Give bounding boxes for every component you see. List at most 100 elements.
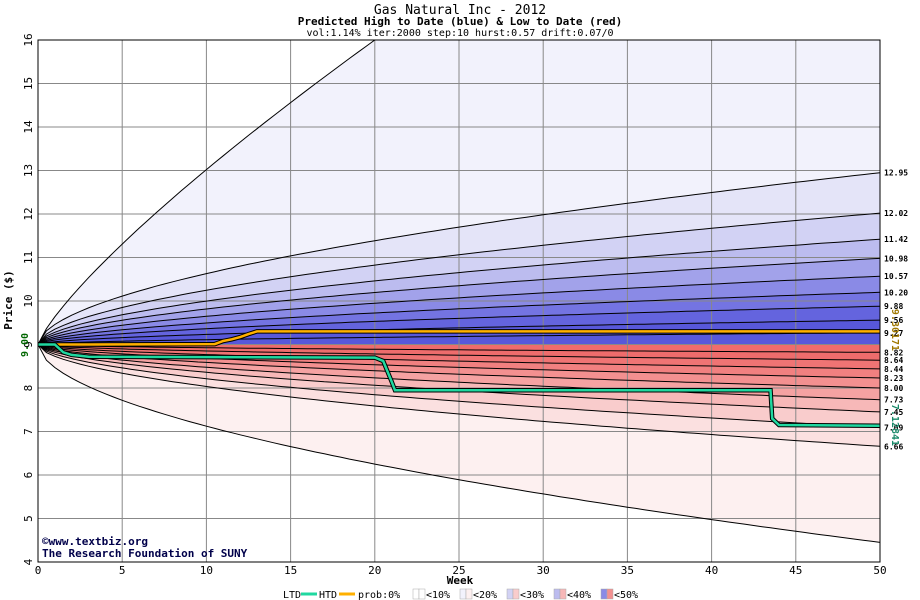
legend-swatch-blue xyxy=(459,588,467,600)
level-labels: 9.27 9.56 9.88 10.20 10.57 10.98 11.42 12.02 12.… xyxy=(884,169,908,452)
lower-level-label: 8.23 xyxy=(884,374,903,383)
credit-website: ©www.textbiz.org xyxy=(42,535,148,548)
lower-level-label: 7.45 xyxy=(884,408,903,417)
contour-line xyxy=(37,305,881,345)
y-tick-label: 16 xyxy=(22,33,35,46)
x-tick-label: 5 xyxy=(119,564,126,577)
upper-level-label: 10.98 xyxy=(884,254,908,263)
upper-level-label: 10.20 xyxy=(884,288,908,297)
start-price-label: 9.00 xyxy=(20,333,31,357)
legend-swatch-red xyxy=(512,588,520,600)
x-tick-label: 0 xyxy=(35,564,42,577)
x-tick-label: 45 xyxy=(789,564,802,577)
x-tick-label: 30 xyxy=(537,564,550,577)
lower-band xyxy=(38,344,880,412)
lower-level-label: 6.66 xyxy=(884,442,903,451)
legend-swatch-red xyxy=(559,588,567,600)
legend-label: LTD xyxy=(283,590,301,600)
contour-line xyxy=(37,319,881,345)
legend-swatch-blue xyxy=(600,588,608,600)
simulation-params: vol:1.14% iter:2000 step:10 hurst:0.57 d… xyxy=(306,28,613,39)
htd-final-label: 9.30171 xyxy=(889,309,900,351)
legend-label: <40% xyxy=(567,590,591,600)
y-tick-label: 14 xyxy=(22,120,35,134)
y-tick-label: 7 xyxy=(22,428,35,435)
y-tick-label: 6 xyxy=(22,472,35,479)
x-tick-label: 20 xyxy=(368,564,381,577)
contour-line xyxy=(37,344,881,543)
legend-label: <30% xyxy=(520,590,544,600)
lower-band xyxy=(38,344,880,400)
lower-level-label: 8.64 xyxy=(884,356,903,365)
lower-level-label: 8.00 xyxy=(884,384,903,393)
upper-band xyxy=(38,258,880,345)
plot-frame xyxy=(37,39,881,563)
x-tick-label: 25 xyxy=(452,564,465,577)
ltd-final-label: 7.12841 xyxy=(889,404,900,446)
y-axis-label: Price ($) xyxy=(2,270,15,330)
legend-swatch-red xyxy=(465,588,473,600)
legend-swatch-blue xyxy=(553,588,561,600)
legend-swatch-red xyxy=(418,588,426,600)
chart-title: Gas Natural Inc - 2012 xyxy=(374,3,546,18)
contour-line xyxy=(37,344,881,370)
upper-level-label: 10.57 xyxy=(884,272,908,281)
lower-level-label: 8.44 xyxy=(884,365,903,374)
contour-line xyxy=(37,344,880,353)
legend-label: <50% xyxy=(614,590,638,600)
upper-band xyxy=(38,172,880,345)
series-lines xyxy=(37,39,881,543)
x-tick-label: 40 xyxy=(705,564,718,577)
upper-level-label: 9.88 xyxy=(884,302,903,311)
credit-organization: The Research Foundation of SUNY xyxy=(42,547,248,560)
contour-line xyxy=(37,291,881,345)
ltd-line xyxy=(38,343,881,428)
x-tick-label: 35 xyxy=(621,564,634,577)
y-tick-label: 12 xyxy=(22,207,35,220)
lower-band xyxy=(38,344,880,447)
legend-swatch-blue xyxy=(506,588,514,600)
contour-line xyxy=(37,344,881,401)
legend-label: prob:0% xyxy=(358,590,400,600)
lower-band xyxy=(38,344,880,388)
contour-line xyxy=(37,344,881,389)
y-tick-label: 11 xyxy=(22,251,35,264)
lower-level-label: 7.09 xyxy=(884,424,903,433)
upper-band xyxy=(38,213,880,345)
y-tick-label: 9 xyxy=(22,341,35,348)
lower-band xyxy=(38,344,880,428)
legend-label: HTD xyxy=(319,590,337,600)
contour-line xyxy=(37,332,880,345)
lower-level-label: 8.82 xyxy=(884,348,903,357)
contour-line xyxy=(37,238,881,345)
x-axis-label: Week xyxy=(447,574,474,587)
y-tick-label: 5 xyxy=(22,515,35,522)
x-tick-label: 50 xyxy=(873,564,886,577)
legend-swatch-red xyxy=(606,588,614,600)
contour-line xyxy=(37,172,881,345)
y-tick-label: 8 xyxy=(22,385,35,392)
y-tick-label: 13 xyxy=(22,164,35,177)
upper-band xyxy=(38,239,880,345)
y-tick-label: 4 xyxy=(22,558,35,565)
upper-level-label: 9.56 xyxy=(884,316,903,325)
legend-label: <10% xyxy=(426,590,450,600)
legend-swatch-blue xyxy=(412,588,420,600)
y-tick-label: 10 xyxy=(22,294,35,307)
x-tick-label: 10 xyxy=(200,564,213,577)
upper-level-label: 11.42 xyxy=(884,235,908,244)
price-series xyxy=(38,329,881,429)
legend: LTD HTD prob:0% <10% <20% <30% <40% <50% xyxy=(283,588,638,600)
upper-band xyxy=(38,276,880,345)
contour-line xyxy=(37,275,881,345)
contour-line xyxy=(37,344,881,429)
lower-level-label: 7.73 xyxy=(884,396,903,405)
y-tick-label: 15 xyxy=(22,77,35,90)
contour-line xyxy=(37,257,881,345)
contour-line xyxy=(37,344,881,447)
x-tick-label: 15 xyxy=(284,564,297,577)
legend-label: <20% xyxy=(473,590,497,600)
chart-subtitle: Predicted High to Date (blue) & Low to D… xyxy=(298,15,623,28)
